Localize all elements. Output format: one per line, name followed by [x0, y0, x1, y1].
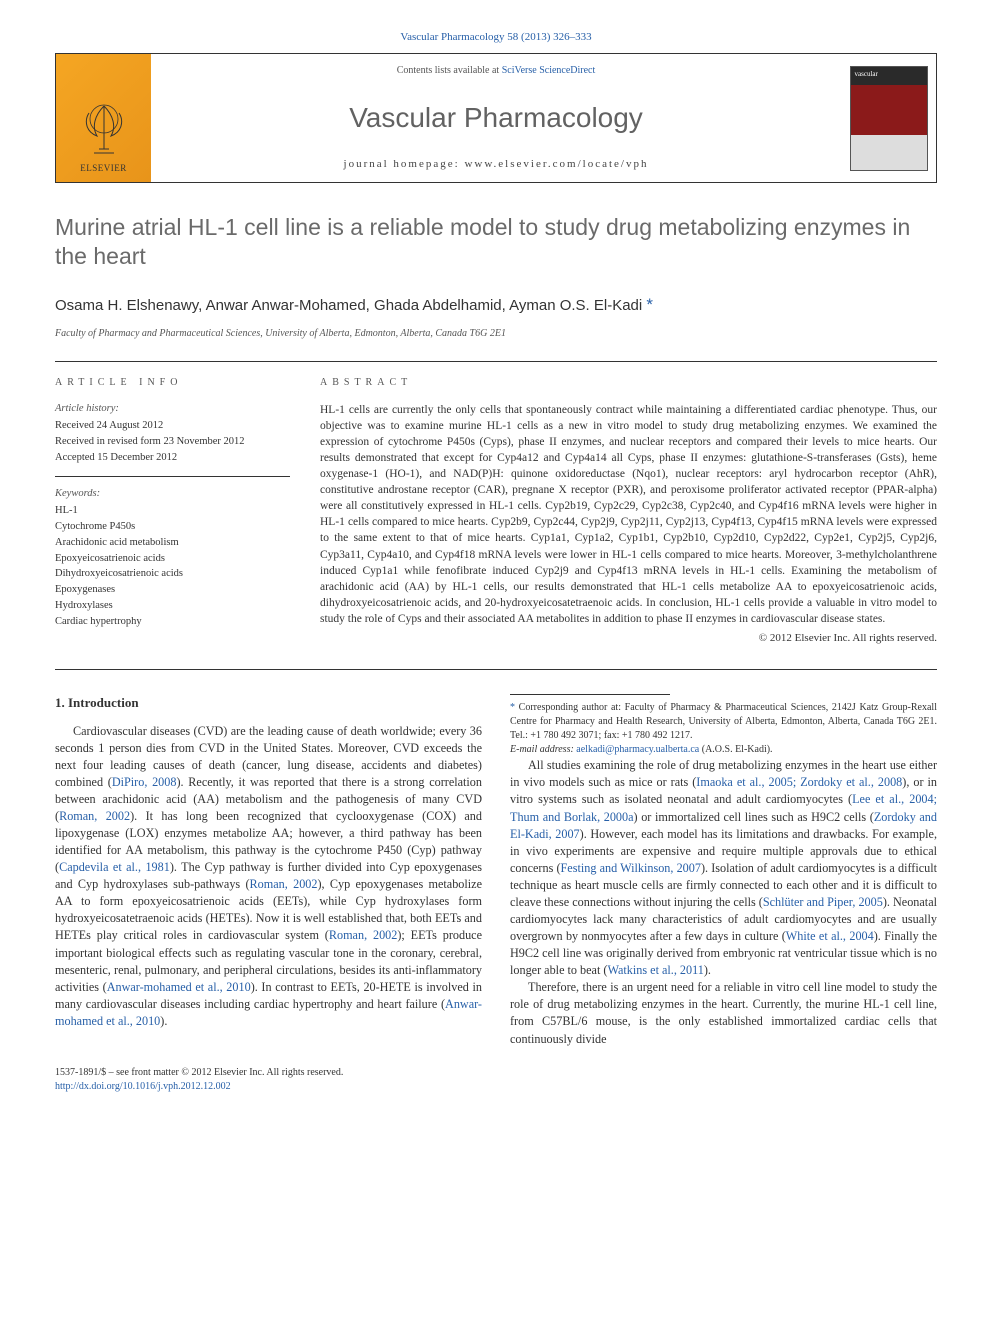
- citation-link[interactable]: Vascular Pharmacology 58 (2013) 326–333: [400, 31, 591, 43]
- intro-paragraph: Cardiovascular diseases (CVD) are the le…: [55, 723, 482, 1030]
- abstract-copyright: © 2012 Elsevier Inc. All rights reserved…: [320, 631, 937, 646]
- keyword: Dihydroxyeicosatrienoic acids: [55, 566, 290, 582]
- intro-heading: 1. Introduction: [55, 694, 482, 712]
- keyword: Epoxygenases: [55, 582, 290, 598]
- citation-link[interactable]: Roman, 2002: [59, 809, 130, 823]
- corresponding-footnote: * Corresponding author at: Faculty of Ph…: [510, 701, 937, 757]
- journal-header-box: ELSEVIER Contents lists available at Sci…: [55, 53, 937, 183]
- footnote-star-icon: *: [510, 702, 519, 713]
- article-history-block: Article history: Received 24 August 2012…: [55, 402, 290, 477]
- citation-link[interactable]: Imaoka et al., 2005; Zordoky et al., 200…: [696, 775, 902, 789]
- article-title: Murine atrial HL-1 cell line is a reliab…: [55, 213, 937, 271]
- author-list: Osama H. Elshenawy, Anwar Anwar-Mohamed,…: [55, 293, 937, 317]
- abstract-heading: abstract: [320, 376, 937, 390]
- history-label: Article history:: [55, 402, 290, 417]
- citation-link[interactable]: Anwar-mohamed et al., 2010: [107, 980, 251, 994]
- abstract-column: abstract HL-1 cells are currently the on…: [320, 376, 937, 650]
- keywords-label: Keywords:: [55, 487, 290, 502]
- section-divider: [55, 669, 937, 670]
- issn-line: 1537-1891/$ – see front matter © 2012 El…: [55, 1066, 937, 1080]
- journal-cover-thumb: vascular: [850, 66, 928, 171]
- keyword: Hydroxylases: [55, 598, 290, 614]
- header-center: Contents lists available at SciVerse Sci…: [151, 54, 841, 182]
- keyword: HL-1: [55, 503, 290, 519]
- citation-link[interactable]: White et al., 2004: [786, 929, 874, 943]
- keyword: Cardiac hypertrophy: [55, 614, 290, 630]
- doi-link[interactable]: http://dx.doi.org/10.1016/j.vph.2012.12.…: [55, 1081, 231, 1092]
- abstract-text: HL-1 cells are currently the only cells …: [320, 402, 937, 627]
- citation-link[interactable]: Capdevila et al., 1981: [59, 860, 170, 874]
- intro-paragraph: All studies examining the role of drug m…: [510, 757, 937, 979]
- page-footer: 1537-1891/$ – see front matter © 2012 El…: [55, 1066, 937, 1094]
- keyword: Arachidonic acid metabolism: [55, 535, 290, 551]
- journal-homepage: journal homepage: www.elsevier.com/locat…: [151, 157, 841, 172]
- contents-list-line: Contents lists available at SciVerse Sci…: [151, 64, 841, 78]
- email-link[interactable]: aelkadi@pharmacy.ualberta.ca: [576, 744, 699, 755]
- publisher-name: ELSEVIER: [80, 162, 127, 175]
- journal-name: Vascular Pharmacology: [151, 98, 841, 137]
- intro-paragraph: Therefore, there is an urgent need for a…: [510, 979, 937, 1047]
- citation-link[interactable]: DiPiro, 2008: [112, 775, 177, 789]
- corresponding-star-icon: *: [646, 295, 653, 314]
- history-line: Received 24 August 2012: [55, 418, 290, 434]
- article-info-column: article info Article history: Received 2…: [55, 376, 290, 650]
- cover-title: vascular: [851, 67, 927, 85]
- publisher-logo-panel: ELSEVIER: [56, 54, 151, 182]
- elsevier-tree-icon: [79, 101, 129, 156]
- citation-link[interactable]: Roman, 2002: [329, 928, 398, 942]
- keyword: Epoxyeicosatrienoic acids: [55, 551, 290, 567]
- history-line: Received in revised form 23 November 201…: [55, 434, 290, 450]
- history-line: Accepted 15 December 2012: [55, 450, 290, 466]
- body-columns: 1. Introduction Cardiovascular diseases …: [55, 694, 937, 1047]
- citation-link[interactable]: Roman, 2002: [250, 877, 318, 891]
- citation-link[interactable]: Festing and Wilkinson, 2007: [561, 861, 701, 875]
- article-info-heading: article info: [55, 376, 290, 390]
- keyword: Cytochrome P450s: [55, 519, 290, 535]
- citation-link[interactable]: Schlüter and Piper, 2005: [763, 895, 883, 909]
- citation-link[interactable]: Watkins et al., 2011: [607, 963, 703, 977]
- keywords-block: Keywords: HL-1 Cytochrome P450s Arachido…: [55, 487, 290, 640]
- citation-header: Vascular Pharmacology 58 (2013) 326–333: [55, 30, 937, 45]
- sciencedirect-link[interactable]: SciVerse ScienceDirect: [502, 65, 596, 76]
- footnote-separator: [510, 694, 670, 695]
- affiliation: Faculty of Pharmacy and Pharmaceutical S…: [55, 327, 937, 341]
- cover-thumb-panel: vascular: [841, 54, 936, 182]
